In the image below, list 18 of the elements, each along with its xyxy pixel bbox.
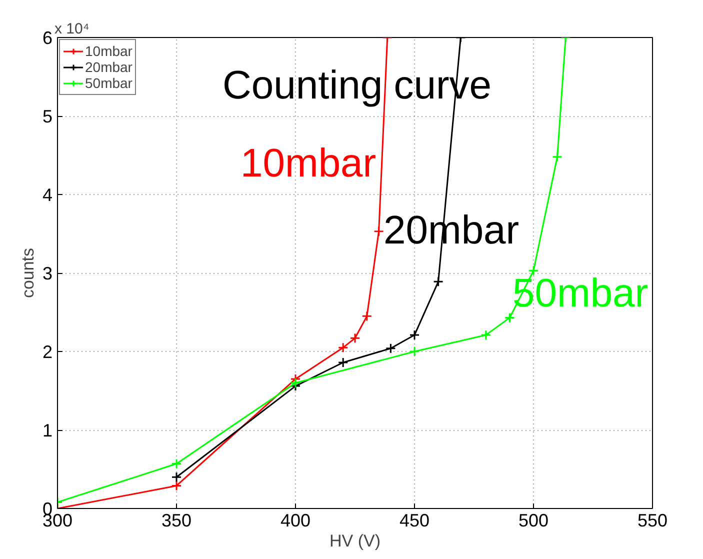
legend-label: 20mbar: [85, 59, 132, 75]
y-tick-label: 2: [42, 342, 53, 362]
y-axis-title: counts: [18, 248, 38, 298]
y-tick-label: 4: [42, 185, 53, 205]
legend-label: 10mbar: [85, 43, 132, 59]
text: x 10⁴: [54, 20, 90, 38]
x-axis-title: HV (V): [330, 532, 380, 550]
legend-label: 50mbar: [85, 75, 132, 91]
x-tick-label: 400: [280, 510, 311, 530]
x-tick-label: 550: [637, 510, 668, 530]
x-tick-label: 350: [161, 510, 192, 530]
x-tick-label: 500: [518, 510, 549, 530]
y-tick-label: 6: [42, 28, 53, 48]
annotation: 10mbar: [240, 142, 376, 186]
x-tick-label: 450: [399, 510, 430, 530]
y-tick-label: 1: [42, 420, 53, 440]
y-tick-label: 5: [42, 106, 53, 126]
y-tick-label: 3: [42, 264, 53, 284]
